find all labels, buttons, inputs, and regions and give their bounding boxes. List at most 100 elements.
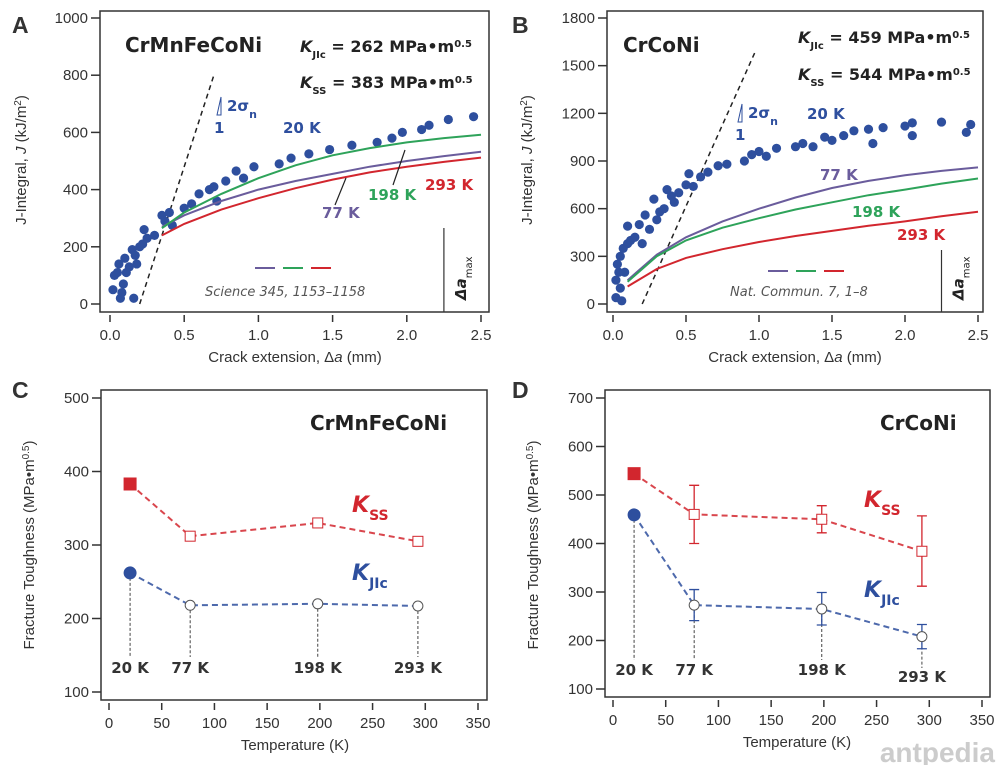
data-point-20k (372, 137, 382, 148)
text-part: Δ (824, 349, 834, 366)
text-part: 200 (307, 715, 332, 732)
data-point-20k (325, 144, 335, 155)
x-tick-label: 2.0 (895, 327, 916, 344)
slope-label: 2σn (748, 104, 778, 128)
text-part: Temperature (K) (241, 737, 349, 754)
text-part: 300 (64, 537, 89, 554)
x-tick-label: 2.5 (968, 327, 989, 344)
text-part: 500 (568, 487, 593, 504)
series-line-ss (633, 472, 923, 553)
text-part: = 383 MPa•m (326, 73, 454, 92)
text-part: 293 K (394, 659, 444, 677)
temperature-label: 77 K (171, 659, 210, 677)
series-label-77k: 77 K (322, 204, 361, 222)
panel-letter: A (12, 12, 29, 38)
text-part: ) (13, 95, 30, 100)
text-part: K (352, 493, 371, 518)
y-tick-label: 500 (568, 487, 593, 504)
data-point-circle (184, 599, 196, 611)
data-point-circle (412, 600, 424, 612)
text-part: 0 (105, 715, 113, 732)
text-part: (kJ/m (13, 106, 30, 147)
text-part: 50 (657, 712, 674, 729)
data-point-20k (713, 161, 723, 171)
data-point-20k (868, 138, 878, 149)
slope-one-label: 1 (214, 119, 224, 137)
text-part: 200 (568, 633, 593, 650)
x-tick-label: 50 (657, 712, 674, 729)
data-point-square (627, 467, 641, 481)
curve-77k (161, 150, 482, 228)
text-part: 400 (63, 182, 88, 199)
kjic-value: KJIc = 459 MPa•m0.5 (798, 28, 970, 52)
data-point-20k (118, 279, 128, 289)
text-part: 250 (360, 715, 385, 732)
data-point-20k (907, 118, 917, 128)
y-tick-label: 300 (568, 584, 593, 601)
text-part: n (770, 115, 778, 128)
text-part: 100 (568, 681, 593, 698)
data-point-square (816, 513, 828, 525)
text-part: D (512, 377, 529, 403)
data-point-20k (417, 124, 427, 135)
text-part: = 459 MPa•m (824, 28, 952, 47)
text-part: a (834, 349, 842, 366)
series-label-jic: KJIc (864, 578, 900, 609)
series-label-ss: KSS (864, 488, 901, 519)
text-part: ) (519, 95, 536, 100)
text-part: K (352, 561, 371, 586)
text-part: Crack extension, (708, 349, 824, 366)
y-axis-label: Fracture Toughness (MPa•m0.5) (21, 441, 39, 650)
text-part: 400 (568, 536, 593, 553)
data-point-20k (703, 167, 713, 177)
text-part: 150 (255, 715, 280, 732)
x-tick-label: 250 (360, 715, 385, 732)
text-part: 198 K (368, 186, 418, 204)
text-part: K (864, 578, 883, 603)
text-part: 20 K (111, 659, 150, 677)
data-point-20k (936, 117, 947, 127)
text-part: 0.5 (21, 445, 32, 459)
text-part: CrMnFeCoNi (310, 411, 447, 435)
text-part: max (463, 256, 474, 278)
text-part: 100 (64, 684, 89, 701)
curve-293k (627, 210, 979, 288)
x-tick-label: 200 (307, 715, 332, 732)
text-part: 0.5 (455, 75, 473, 86)
text-part: 1000 (55, 10, 88, 27)
text-part: 198 K (798, 661, 848, 679)
x-tick-label: 100 (706, 712, 731, 729)
kss-value: KSS = 544 MPa•m0.5 (798, 65, 971, 89)
x-tick-label: 0.5 (676, 327, 697, 344)
text-part: 300 (568, 584, 593, 601)
panel-letter: C (12, 377, 29, 403)
data-point-20k (659, 204, 669, 214)
curve-198k (626, 177, 979, 283)
slope-triangle-icon (216, 96, 222, 116)
text-part: J (13, 146, 30, 155)
temperature-label: 20 K (615, 661, 654, 679)
text-part: 2σ (748, 104, 770, 122)
text-part: SS (881, 503, 901, 519)
x-axis-label: Crack extension, Δa (mm) (708, 349, 881, 366)
text-part: 77 K (820, 166, 859, 184)
text-part: 350 (465, 715, 490, 732)
data-point-20k (132, 259, 142, 269)
y-tick-label: 200 (64, 611, 89, 628)
text-part: Nat. Commun. 7, 1–8 (730, 285, 868, 300)
slope-one-label: 1 (735, 126, 745, 144)
text-part: Crack extension, (208, 349, 324, 366)
text-part: SS (312, 86, 326, 97)
data-point-20k (966, 119, 976, 130)
text-part: n (249, 108, 257, 121)
y-tick-label: 0 (587, 296, 595, 313)
text-part: 0.5 (525, 445, 536, 459)
data-point-square (312, 517, 324, 529)
text-part: B (512, 12, 529, 38)
text-part: 77 K (171, 659, 210, 677)
delta-a-max-label: Δamax (452, 256, 475, 301)
text-part: 1.5 (822, 327, 843, 344)
text-part: 2 (13, 100, 24, 106)
data-point-20k (771, 143, 782, 153)
y-tick-label: 0 (80, 296, 88, 313)
